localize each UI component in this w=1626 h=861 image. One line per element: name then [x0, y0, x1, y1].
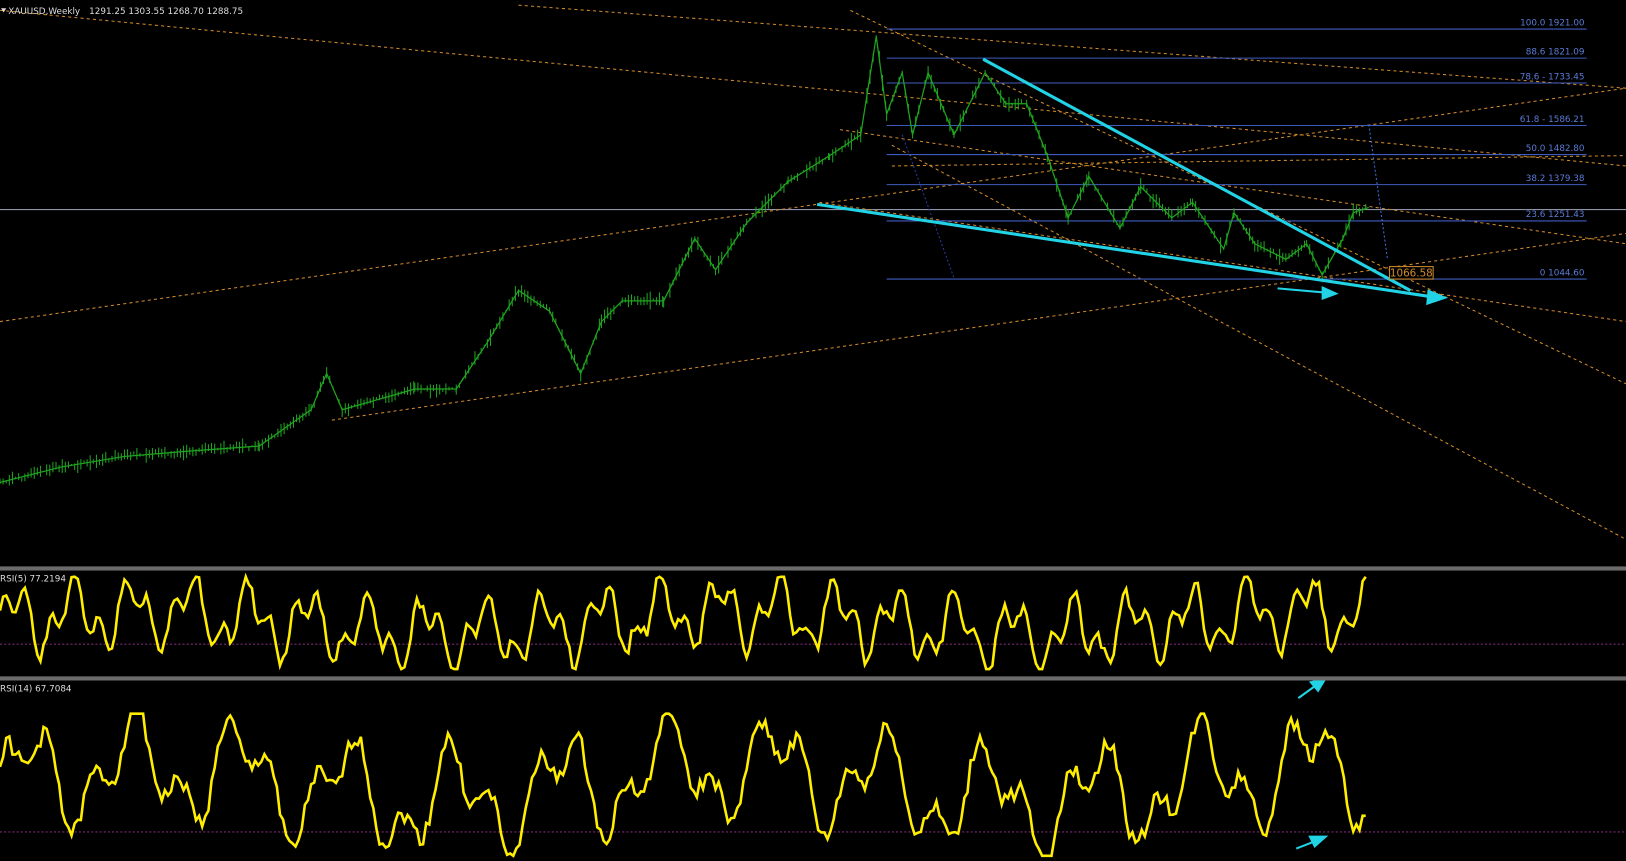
- arrow-head: [1426, 289, 1448, 306]
- fib-label: 78.6 - 1733.45: [1520, 72, 1585, 82]
- trend-line: [819, 201, 1626, 323]
- wedge-bottom: [816, 202, 1432, 299]
- trend-line: [0, 9, 1626, 167]
- rsi14-label: RSI(14) 67.7084: [0, 684, 72, 694]
- trend-line: [331, 232, 1626, 421]
- fib-label: 0 1044.60: [1540, 268, 1585, 278]
- fib-trend: [1368, 124, 1389, 260]
- price-tag-box: [1389, 266, 1434, 280]
- ohlc: 1291.25 1303.55 1268.70 1288.75: [89, 7, 243, 17]
- wedge-top: [982, 57, 1412, 292]
- fib-label: 61.8 - 1586.21: [1520, 115, 1585, 125]
- fib-label: 50.0 1482.80: [1526, 144, 1585, 154]
- arrow-head: [1321, 285, 1339, 300]
- rsi14-line: [0, 712, 1366, 858]
- rsi5-line: [0, 572, 1367, 671]
- fibonacci: [886, 28, 1587, 280]
- trend-line: [518, 4, 1626, 89]
- trend-line: [839, 129, 1626, 245]
- fib-label: 38.2 1379.38: [1526, 174, 1585, 184]
- trend-line: [0, 87, 1626, 323]
- fib-label: 23.6 1251.43: [1526, 210, 1585, 220]
- panel-separator: [0, 676, 1626, 681]
- trend-line: [891, 155, 1626, 167]
- collapse-icon: [1, 8, 7, 13]
- rsi5-label: RSI(5) 77.2194: [0, 574, 66, 584]
- fib-label: 88.6 1821.09: [1526, 47, 1585, 57]
- arrow: [1277, 287, 1326, 294]
- fib-trend: [901, 134, 955, 279]
- arrow-head: [1308, 835, 1329, 848]
- panel-separator: [0, 566, 1626, 571]
- symbol: XAUUSD,Weekly: [8, 7, 80, 17]
- fib-label: 100.0 1921.00: [1520, 18, 1585, 28]
- cyan-arrows: [816, 57, 1448, 850]
- drawings: 1066.58: [0, 4, 1626, 850]
- arrow-head: [1308, 677, 1328, 693]
- price-tag: 1066.58: [1390, 267, 1433, 279]
- price-series: [0, 36, 1370, 483]
- trend-line: [891, 144, 1626, 540]
- trend-lines: [0, 4, 1626, 540]
